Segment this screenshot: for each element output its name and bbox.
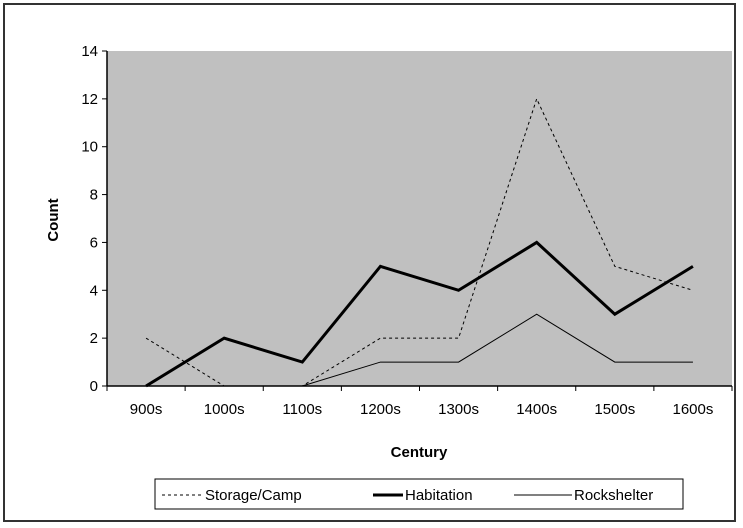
x-axis-title: Century [391, 444, 448, 461]
y-tick-label: 4 [90, 282, 98, 299]
y-tick-label: 6 [90, 234, 98, 251]
legend-box [154, 478, 684, 510]
x-tick-label: 900s [130, 401, 163, 418]
x-tick-label: 1100s [282, 401, 322, 418]
legend-label: Rockshelter [574, 487, 653, 504]
legend: Storage/Camp Habitation Rockshelter [154, 478, 684, 510]
y-tick-label: 2 [90, 330, 98, 347]
series-line-storage-camp [145, 97, 694, 387]
y-tick-label: 10 [81, 139, 98, 156]
series-line-habitation [145, 240, 694, 388]
x-tick-label: 1300s [438, 401, 479, 418]
y-axis-title: Count [45, 198, 62, 241]
y-tick-label: 0 [90, 378, 98, 395]
x-tick-label: 1500s [594, 401, 635, 418]
series-line-rockshelter [302, 313, 693, 387]
legend-label: Habitation [405, 487, 473, 504]
y-tick-label: 12 [81, 91, 98, 108]
x-tick-label: 1000s [204, 401, 245, 418]
line-chart: 0 2 4 6 8 10 12 14 900s 1000s 1100s 1200s 1300s 1400s… [45, 43, 733, 510]
x-tick-label: 1200s [360, 401, 401, 418]
series-lines [145, 97, 694, 388]
y-tick-label: 8 [90, 187, 98, 204]
x-tick-label: 1600s [673, 401, 714, 418]
chart-frame: 0 2 4 6 8 10 12 14 900s 1000s 1100s 1200s 1300s 1400s… [3, 3, 736, 522]
plot-area [107, 51, 732, 386]
ticks: 0 2 4 6 8 10 12 14 900s 1000s 1100s 1200s 1300s 1400s… [81, 43, 733, 418]
y-tick-label: 14 [81, 43, 98, 60]
x-tick-label: 1400s [516, 401, 557, 418]
legend-label: Storage/Camp [205, 487, 302, 504]
